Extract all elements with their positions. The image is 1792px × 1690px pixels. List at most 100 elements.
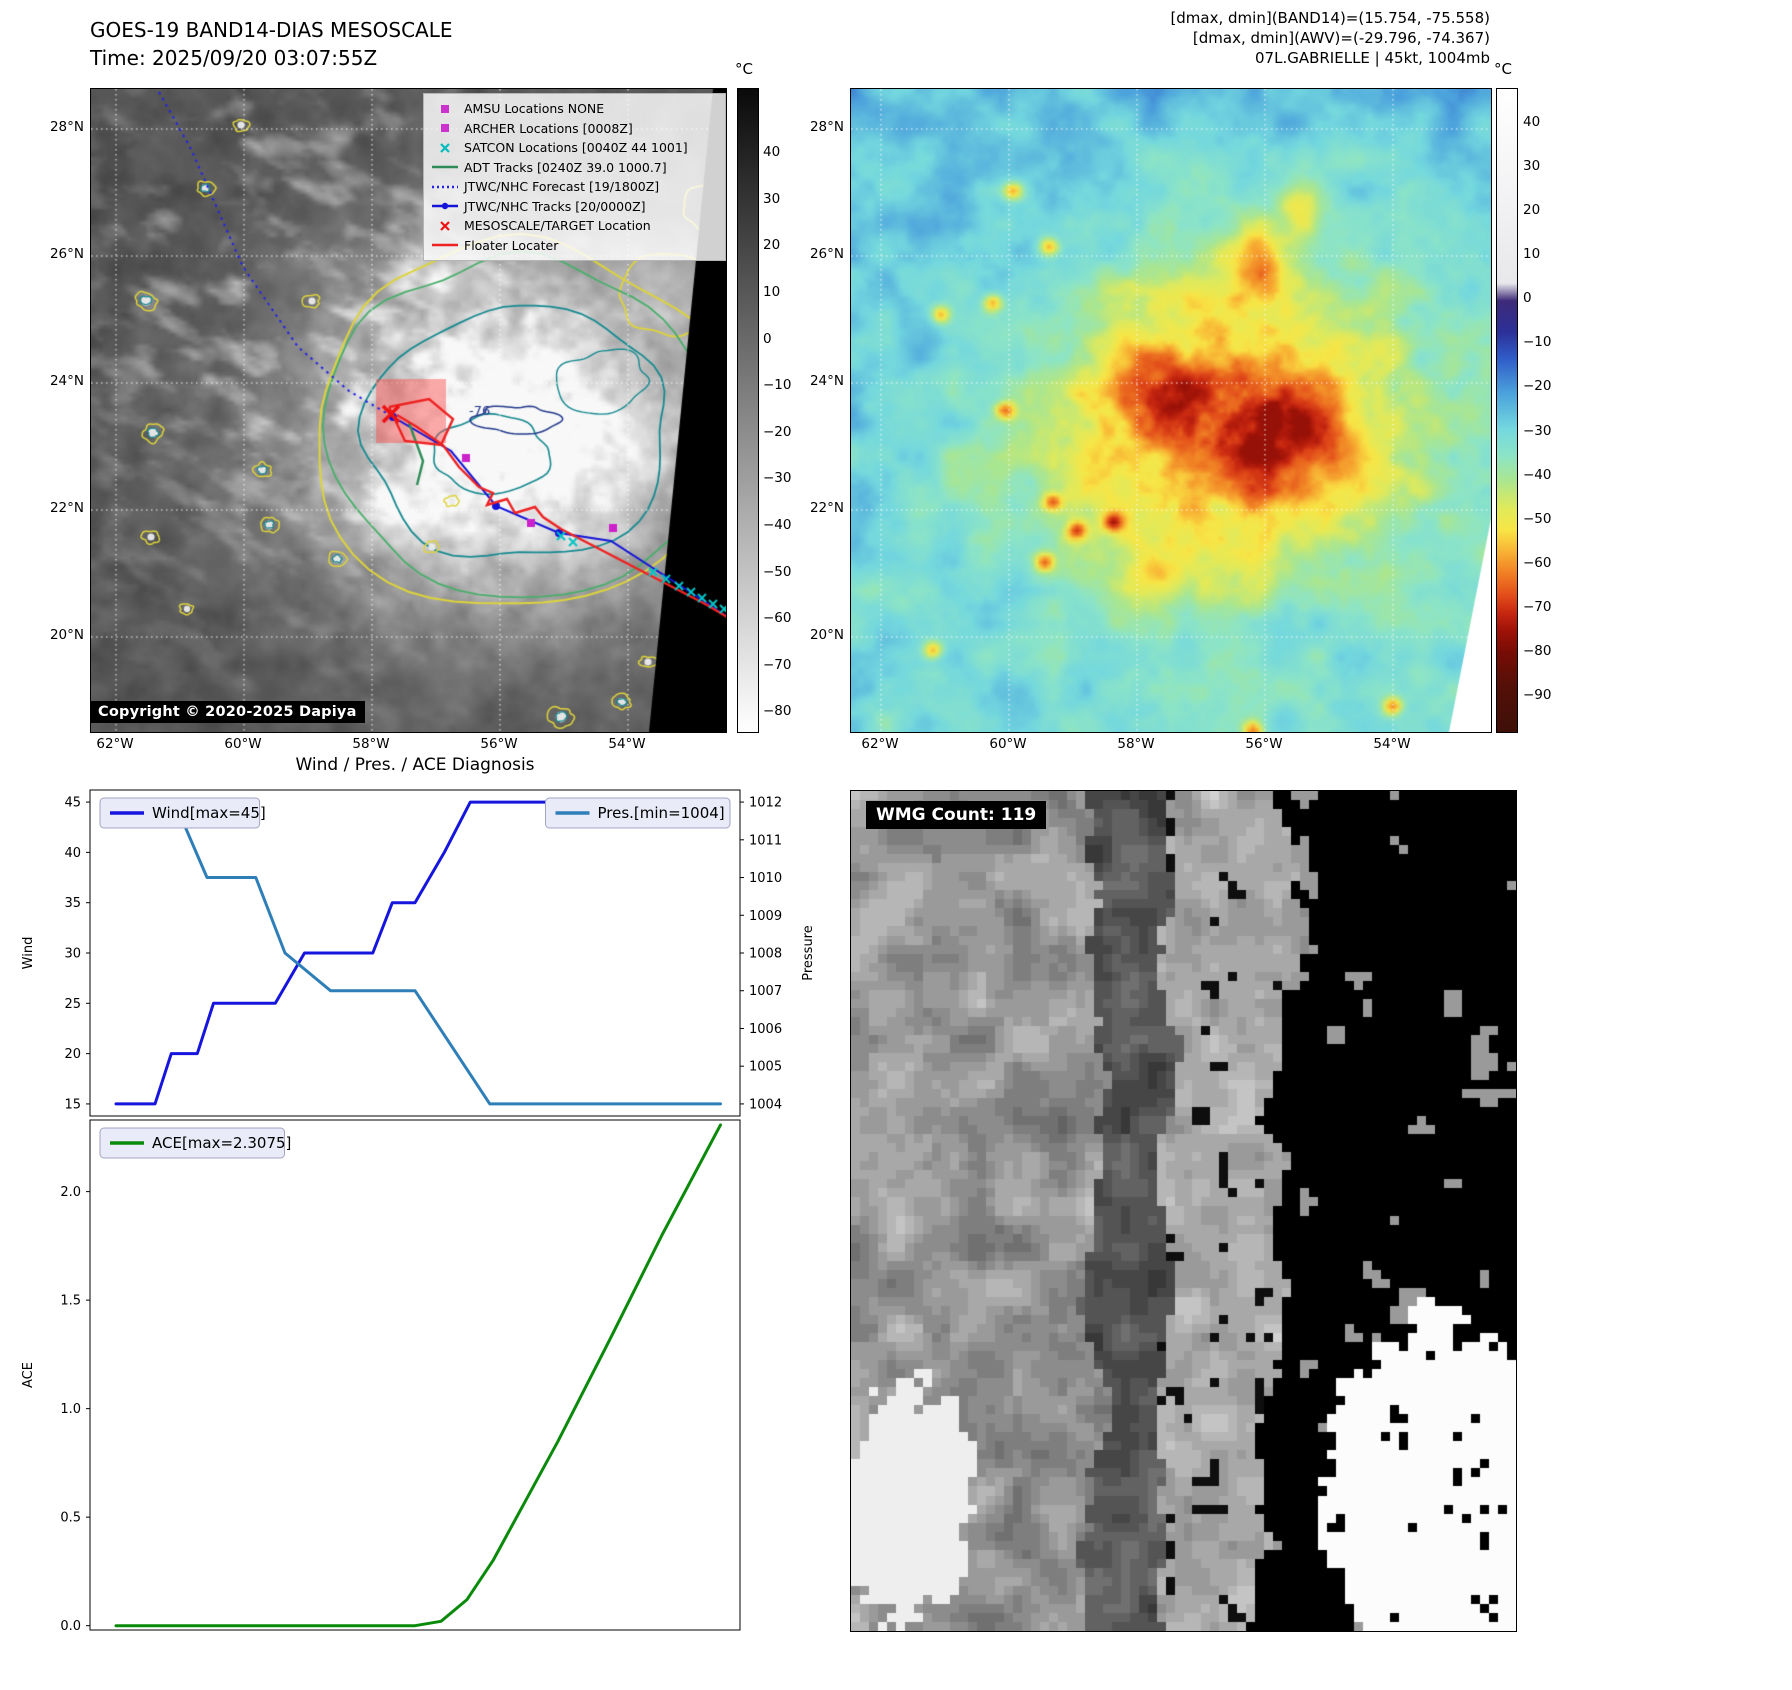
legend-label: ADT Tracks [0240Z 39.0 1000.7] — [464, 159, 667, 175]
svg-text:Wind: Wind — [21, 937, 36, 970]
legend-item: JTWC/NHC Forecast [19/1800Z] — [430, 177, 719, 197]
awv-lon-label: 58°W — [1117, 736, 1155, 752]
ir-colorbar-tick: −10 — [763, 377, 792, 394]
awv-colorbar — [1496, 88, 1518, 733]
awv-header: [dmax, dmin](BAND14)=(15.754, -75.558) [d… — [840, 8, 1490, 68]
awv-colorbar-tick: −30 — [1523, 422, 1552, 439]
ir-colorbar-tick: −40 — [763, 516, 792, 533]
awv-colorbar-tick: −60 — [1523, 554, 1552, 571]
ir-colorbar-tick: 20 — [763, 237, 781, 254]
awv-satellite-map — [850, 88, 1492, 733]
awv-lon-label: 60°W — [989, 736, 1027, 752]
awv-colorbar-tick: 20 — [1523, 202, 1541, 219]
dotted-marker-icon — [432, 185, 458, 188]
legend-label: AMSU Locations NONE — [464, 101, 605, 117]
legend-item: ARCHER Locations [0008Z] — [430, 119, 719, 139]
awv-colorbar-tick: 0 — [1523, 290, 1532, 307]
svg-text:ACE[max=2.3075]: ACE[max=2.3075] — [152, 1134, 291, 1152]
svg-text:15: 15 — [64, 1097, 81, 1112]
awv-lat-label: 26°N — [809, 246, 844, 262]
ir-colorbar-tick: 40 — [763, 144, 781, 161]
ir-lat-label: 28°N — [49, 119, 84, 135]
awv-colorbar-tick: 30 — [1523, 158, 1541, 175]
wmg-image — [850, 790, 1517, 1632]
legend-item: JTWC/NHC Tracks [20/0000Z] — [430, 197, 719, 217]
svg-text:1010: 1010 — [749, 871, 782, 886]
awv-lat-label: 20°N — [809, 627, 844, 643]
line-marker-icon — [432, 244, 458, 247]
ir-map-legend: AMSU Locations NONE ARCHER Locations [000… — [423, 93, 726, 261]
ir-colorbar-tick: 30 — [763, 190, 781, 207]
ir-lon-label: 58°W — [352, 736, 390, 752]
ir-lat-label: 22°N — [49, 500, 84, 516]
legend-label: SATCON Locations [0040Z 44 1001] — [464, 140, 688, 156]
svg-text:25: 25 — [64, 997, 81, 1012]
svg-text:2.0: 2.0 — [60, 1185, 81, 1200]
ir-colorbar-tick: −60 — [763, 610, 792, 627]
legend-item: AMSU Locations NONE — [430, 99, 719, 119]
legend-label: Floater Locater — [464, 237, 559, 253]
awv-colorbar-tick: −50 — [1523, 510, 1552, 527]
svg-text:30: 30 — [64, 947, 81, 962]
ir-colorbar-tick: 0 — [763, 330, 772, 347]
ir-lon-label: 54°W — [608, 736, 646, 752]
awv-lat-label: 22°N — [809, 500, 844, 516]
ir-colorbar-tick: −30 — [763, 470, 792, 487]
svg-text:Pres.[min=1004]: Pres.[min=1004] — [598, 804, 725, 822]
svg-text:0.5: 0.5 — [60, 1511, 81, 1526]
svg-text:1011: 1011 — [749, 833, 782, 848]
ir-lat-label: 20°N — [49, 627, 84, 643]
copyright-overlay: Copyright © 2020-2025 Dapiya — [90, 701, 365, 723]
ir-colorbar — [737, 88, 759, 733]
ir-lon-label: 60°W — [224, 736, 262, 752]
square-marker-icon — [441, 124, 449, 133]
legend-label: JTWC/NHC Forecast [19/1800Z] — [464, 179, 660, 195]
svg-text:40: 40 — [64, 846, 81, 861]
svg-text:45: 45 — [64, 796, 81, 811]
ir-colorbar-tick: −50 — [763, 563, 792, 580]
diagnosis-charts: 15 20 25 30 35 40 45 1004 1005 1006 1007 1008 1009 10… — [21, 789, 816, 1634]
wmg-count-label: WMG Count: 119 — [866, 801, 1047, 829]
square-marker-icon — [441, 104, 449, 113]
ir-timestamp: Time: 2025/09/20 03:07:55Z — [90, 46, 378, 70]
ir-colorbar-tick: −20 — [763, 423, 792, 440]
svg-text:1006: 1006 — [749, 1022, 782, 1037]
x-marker-icon — [440, 220, 450, 231]
legend-item: MESOSCALE/TARGET Location — [430, 216, 719, 236]
awv-colorbar-tick: −70 — [1523, 598, 1552, 615]
awv-colorbar-tick: −40 — [1523, 466, 1552, 483]
awv-lon-label: 56°W — [1245, 736, 1283, 752]
awv-colorbar-tick: −20 — [1523, 378, 1552, 395]
awv-lat-label: 28°N — [809, 119, 844, 135]
ir-lon-label: 62°W — [96, 736, 134, 752]
ir-title: GOES-19 BAND14-DIAS MESOSCALE — [90, 18, 453, 42]
ir-colorbar-unit: °C — [735, 60, 753, 78]
awv-colorbar-tick: −80 — [1523, 642, 1552, 659]
diagnosis-title: Wind / Pres. / ACE Diagnosis — [295, 755, 535, 775]
svg-text:35: 35 — [64, 896, 81, 911]
awv-header-line: 07L.GABRIELLE | 45kt, 1004mb — [1255, 49, 1490, 67]
svg-text:ACE: ACE — [21, 1362, 36, 1388]
svg-text:1.5: 1.5 — [60, 1294, 81, 1309]
awv-colorbar-tick: 10 — [1523, 246, 1541, 263]
ir-lon-label: 56°W — [480, 736, 518, 752]
svg-text:20: 20 — [64, 1047, 81, 1062]
svg-text:1008: 1008 — [749, 947, 782, 962]
svg-text:1009: 1009 — [749, 909, 782, 924]
svg-text:1007: 1007 — [749, 984, 782, 999]
awv-colorbar-unit: °C — [1494, 60, 1512, 78]
legend-item: Floater Locater — [430, 236, 719, 256]
svg-text:0.0: 0.0 — [60, 1619, 81, 1634]
legend-label: JTWC/NHC Tracks [20/0000Z] — [464, 198, 646, 214]
ir-lat-label: 26°N — [49, 246, 84, 262]
line-marker-icon — [432, 166, 458, 169]
svg-text:1.0: 1.0 — [60, 1402, 81, 1417]
svg-text:1004: 1004 — [749, 1097, 782, 1112]
svg-text:1005: 1005 — [749, 1060, 782, 1075]
svg-text:Wind[max=45]: Wind[max=45] — [152, 804, 266, 822]
awv-header-line: [dmax, dmin](BAND14)=(15.754, -75.558) — [1170, 9, 1490, 27]
awv-colorbar-tick: −90 — [1523, 686, 1552, 703]
svg-text:1012: 1012 — [749, 796, 782, 811]
ir-colorbar-tick: −70 — [763, 656, 792, 673]
